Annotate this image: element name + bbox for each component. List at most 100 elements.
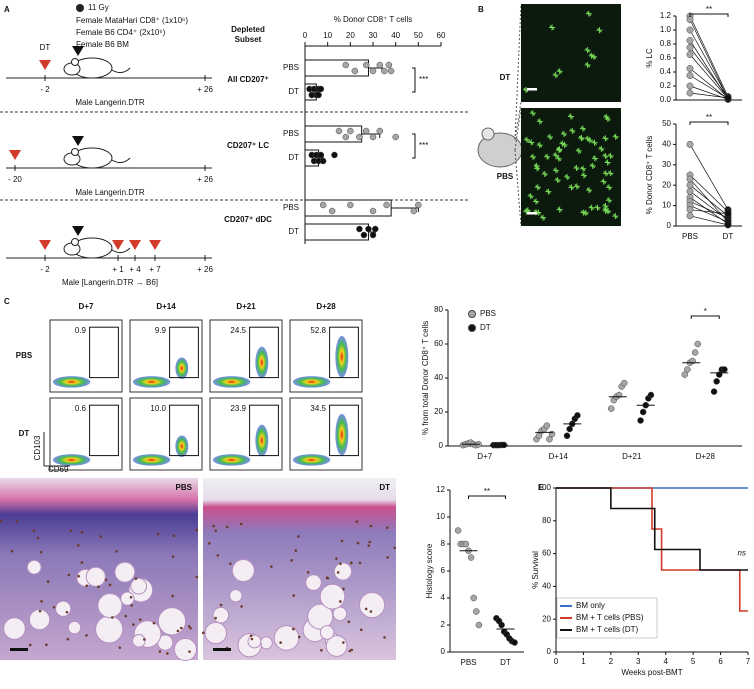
mouse-icon-ear [481,127,495,141]
fat-cell [259,636,273,650]
mouse-tail [111,157,131,164]
data-point [454,527,462,534]
day-label: - 2 [40,265,50,274]
data-point [686,206,694,214]
day-label: + 26 [197,265,213,274]
panel-label: A [4,5,10,14]
x-tick-label: 50 [414,31,423,40]
data-point [317,151,325,159]
y-tick-label: 8 [441,539,446,548]
flow-column-label: D+14 [156,302,176,311]
nucleus [336,571,340,574]
lc-cell [600,178,607,185]
nucleus [358,561,362,565]
flow-density [212,376,251,388]
nucleus [111,616,114,619]
x-tick-label: PBS [682,232,698,241]
data-point [383,201,390,209]
nucleus [219,603,223,607]
fat-cell [130,577,148,595]
data-point [621,379,628,387]
transplant-marker [72,136,84,146]
recipient-label: Male Langerin.DTR [75,188,145,197]
category-label: DT [288,227,299,236]
data-point [356,133,363,141]
pair-line [689,209,729,215]
fat-cell [212,606,230,624]
x-tick-label: 4 [663,657,668,666]
data-point [686,187,694,195]
scale-bar [527,88,537,91]
pair-line [689,75,729,99]
fat-cell [305,574,322,591]
lc-cell [575,147,582,154]
y-tick-label: 10 [662,201,671,210]
data-point [369,133,377,141]
nucleus [158,650,162,653]
data-point [362,127,370,135]
fat-cell [273,625,300,651]
data-point [724,94,732,102]
gate-percent: 0.9 [75,326,87,335]
data-point [360,231,368,239]
nucleus [80,561,84,564]
dt-injection [112,240,124,250]
nucleus [325,576,329,580]
data-point [686,44,694,51]
data-point [475,621,483,629]
mouse-tail [111,247,131,254]
data-point [686,37,694,44]
nucleus [229,562,232,565]
lc-cell [606,197,613,204]
nucleus [292,627,295,631]
flow-density [335,335,349,378]
lc-cell [569,127,576,134]
nucleus [212,524,215,528]
x-tick-label: 7 [746,657,751,666]
y-tick-label: 0.4 [660,67,672,76]
donor-label: Female B6 BM [76,40,129,49]
panel-label: C [4,297,10,306]
flow-density [52,454,91,466]
legend-box [556,597,658,639]
flow-gate [249,404,279,457]
nucleus [195,528,199,532]
lc-cell [536,118,543,125]
gate-percent: 23.9 [230,404,246,413]
histology-label: PBS [176,483,193,492]
data-point [563,432,571,440]
lc-cell [539,214,546,221]
lc-cell [594,204,601,211]
nucleus [279,641,282,644]
lc-cell [591,139,598,146]
significance: *** [419,75,428,84]
lc-cell [527,193,534,200]
x-tick-label: 20 [346,31,355,40]
flow-gate [89,326,119,379]
legend-label: BM + T cells (DT) [576,625,638,634]
data-point [686,181,694,189]
lc-cell [612,133,619,140]
flow-density [335,413,349,456]
data-point [721,366,728,373]
nucleus [350,648,354,652]
lc-cell [573,164,580,171]
nucleus [347,620,351,624]
mouse-ear [71,58,79,66]
lc-cell [523,136,530,143]
x-tick-label: 6 [718,657,723,666]
data-point [686,51,694,58]
flow-density [292,376,331,388]
gate-percent: 24.5 [230,326,246,335]
lc-cell [544,153,551,160]
y-tick-label: 40 [434,373,443,382]
dt-injection [149,240,161,250]
fat-cell [358,591,386,619]
mouse-tail [111,67,131,74]
nucleus [208,542,211,545]
y-axis-label: % Donor CD8⁺ T cells [645,136,654,215]
nucleus [97,585,100,589]
x-tick-label: DT [723,232,734,241]
flow-density [255,346,269,379]
y-tick-label: 80 [542,516,551,525]
